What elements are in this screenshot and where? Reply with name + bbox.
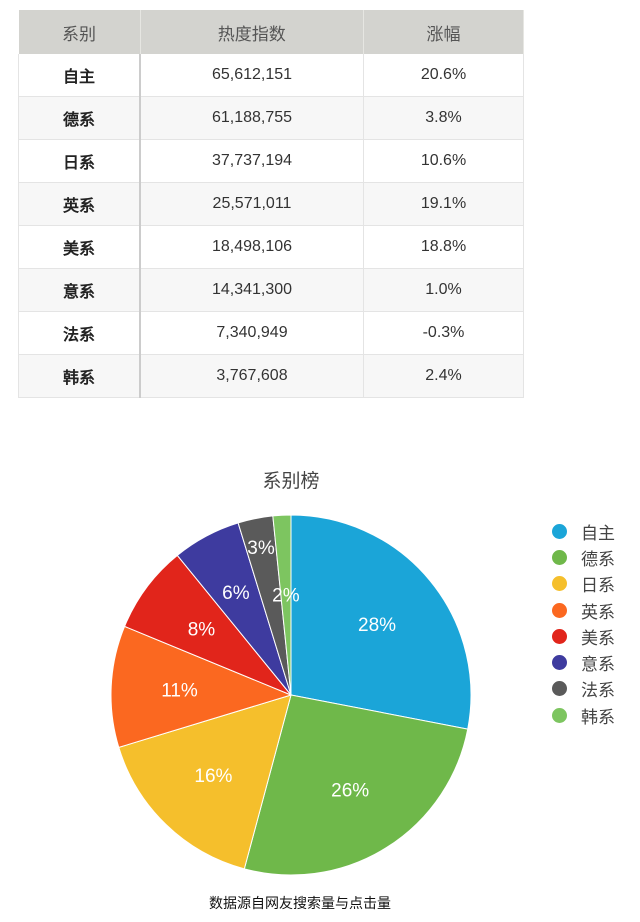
table-row: 自主 65,612,151 20.6% [18,54,524,97]
change-cell: 3.8% [363,96,524,140]
change-cell: 19.1% [363,182,524,226]
table-row: 韩系 3,767,608 2.4% [18,354,524,398]
change-cell: -0.3% [363,311,524,355]
slice-label: 8% [188,619,216,640]
change-cell: 20.6% [363,54,524,97]
series-cell: 美系 [18,225,141,269]
series-cell: 意系 [18,268,141,312]
series-cell: 韩系 [18,354,141,398]
series-cell: 自主 [18,54,141,97]
heat-index-cell: 14,341,300 [140,268,364,312]
pie-slice-2 [118,694,292,870]
heat-index-cell: 25,571,011 [140,182,364,226]
table-row: 意系 14,341,300 1.0% [18,268,524,312]
legend-item[interactable]: 意系 [552,649,615,675]
series-cell: 英系 [18,182,141,226]
heat-index-table: 系别 热度指数 涨幅 自主 65,612,151 20.6% 德系 61,188,755… [18,10,524,398]
chart-title: 系别榜 [262,471,320,492]
heat-index-cell: 3,767,608 [140,354,364,398]
legend-marker-icon [552,655,567,671]
legend-item[interactable]: 自主 [552,518,615,544]
legend-label: 自主 [581,523,615,543]
header-change: 涨幅 [363,10,524,54]
series-cell: 法系 [18,311,141,355]
legend-item[interactable]: 德系 [552,544,615,570]
heat-index-cell: 61,188,755 [140,96,364,140]
legend-marker-icon [552,523,567,539]
legend-label: 英系 [581,602,615,622]
slice-label: 26% [331,781,369,802]
legend-item[interactable]: 韩系 [552,702,615,728]
heat-index-cell: 7,340,949 [140,311,364,355]
change-cell: 2.4% [363,354,524,398]
slice-label: 6% [222,583,250,604]
slice-label: 11% [161,681,198,702]
legend-label: 意系 [581,655,615,675]
table-row: 日系 37,737,194 10.6% [18,139,524,183]
slice-label: 3% [247,538,275,559]
slice-label: 28% [358,615,396,636]
pie-slice-7 [272,514,292,696]
legend-marker-icon [552,707,567,723]
legend-label: 韩系 [581,707,615,727]
legend-item[interactable]: 英系 [552,597,615,623]
heat-index-cell: 37,737,194 [140,139,364,183]
legend-marker-icon [552,681,567,697]
legend-item[interactable]: 法系 [552,676,615,702]
pie-slice-0 [290,514,472,730]
pie-slice-3 [110,625,293,749]
table-row: 英系 25,571,011 19.1% [18,182,524,226]
legend-label: 美系 [581,628,615,648]
series-cell: 日系 [18,139,141,183]
legend-marker-icon [552,576,567,592]
change-cell: 18.8% [363,225,524,269]
legend-label: 德系 [581,549,615,569]
legend-label: 法系 [581,681,615,701]
heat-index-cell: 18,498,106 [140,225,364,269]
change-cell: 1.0% [363,268,524,312]
legend-item[interactable]: 美系 [552,623,615,649]
legend-label: 日系 [581,576,615,596]
header-series: 系别 [18,10,141,54]
slice-label: 2% [272,585,300,606]
table-row: 德系 61,188,755 3.8% [18,96,524,140]
legend-marker-icon [552,628,567,644]
table-row: 法系 7,340,949 -0.3% [18,311,524,355]
legend-marker-icon [552,549,567,565]
data-source-note: 数据源自网友搜索量与点击量 [209,895,391,911]
legend-marker-icon [552,602,567,618]
legend: 自主德系日系英系美系意系法系韩系 [552,518,615,728]
slice-label: 16% [194,766,232,787]
header-heat-index: 热度指数 [140,10,364,54]
series-cell: 德系 [18,96,141,140]
pie-slice-1 [243,694,469,876]
legend-item[interactable]: 日系 [552,571,615,597]
heat-index-cell: 65,612,151 [140,54,364,97]
table-row: 美系 18,498,106 18.8% [18,225,524,269]
change-cell: 10.6% [363,139,524,183]
